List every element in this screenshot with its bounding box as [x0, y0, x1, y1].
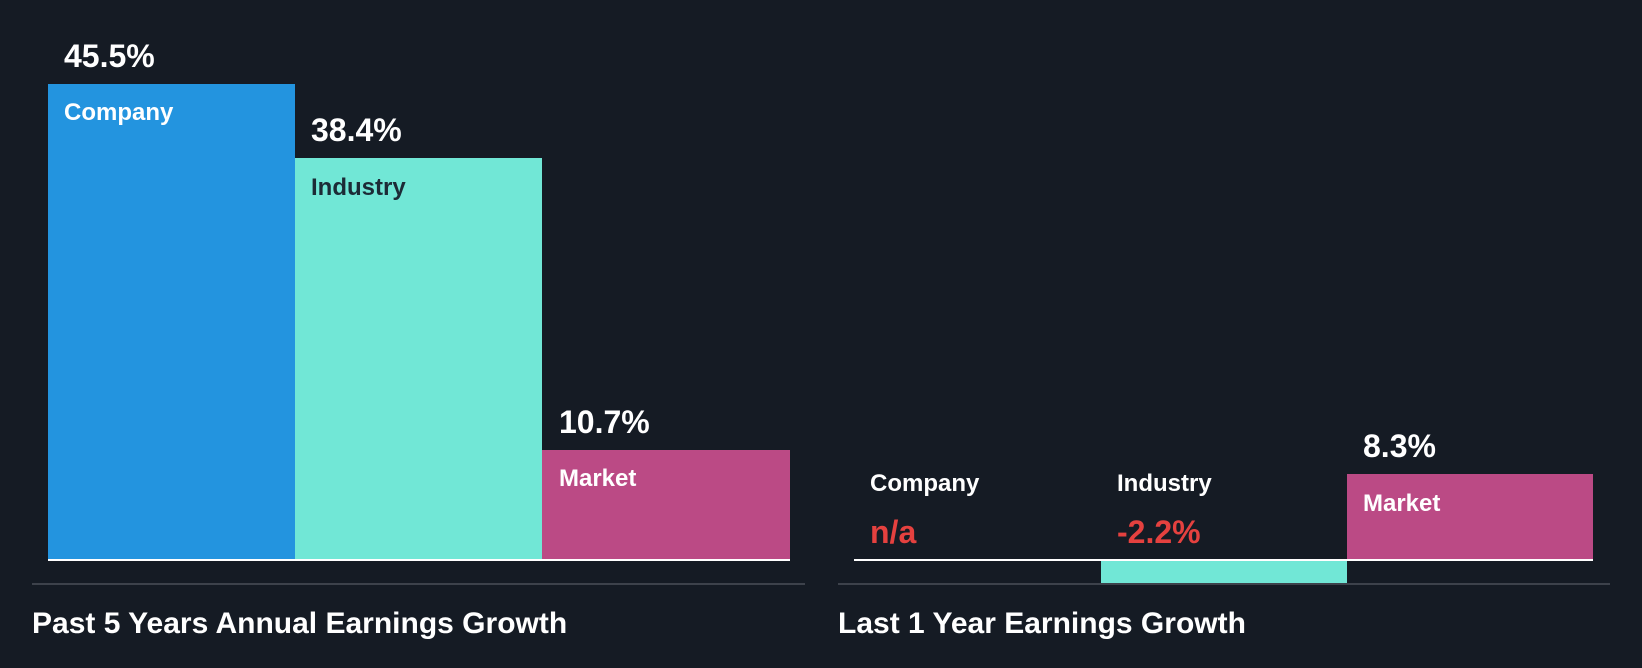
- right-market-bar: [1347, 474, 1593, 560]
- right-divider: [838, 583, 1610, 585]
- left-chart-title: Past 5 Years Annual Earnings Growth: [32, 607, 568, 640]
- right-market-label: Market: [1363, 490, 1441, 517]
- right-company-label: Company: [870, 470, 980, 497]
- left-market-bar: [542, 450, 790, 560]
- left-industry-label: Industry: [311, 174, 406, 201]
- left-divider: [32, 583, 805, 585]
- right-industry-value: -2.2%: [1117, 514, 1201, 550]
- right-baseline: [854, 559, 1593, 561]
- right-chart-title: Last 1 Year Earnings Growth: [838, 607, 1246, 640]
- left-company-value: 45.5%: [64, 38, 155, 74]
- left-industry-bar: [295, 158, 542, 560]
- right-industry-bar: [1101, 560, 1347, 584]
- left-company-label: Company: [64, 99, 174, 126]
- left-industry-value: 38.4%: [311, 112, 402, 148]
- right-market-value: 8.3%: [1363, 428, 1436, 464]
- left-market-label: Market: [559, 465, 637, 492]
- right-industry-label: Industry: [1117, 470, 1212, 497]
- left-baseline: [48, 559, 790, 561]
- left-company-bar: [48, 84, 295, 560]
- left-market-value: 10.7%: [559, 404, 650, 440]
- right-company-value: n/a: [870, 514, 917, 550]
